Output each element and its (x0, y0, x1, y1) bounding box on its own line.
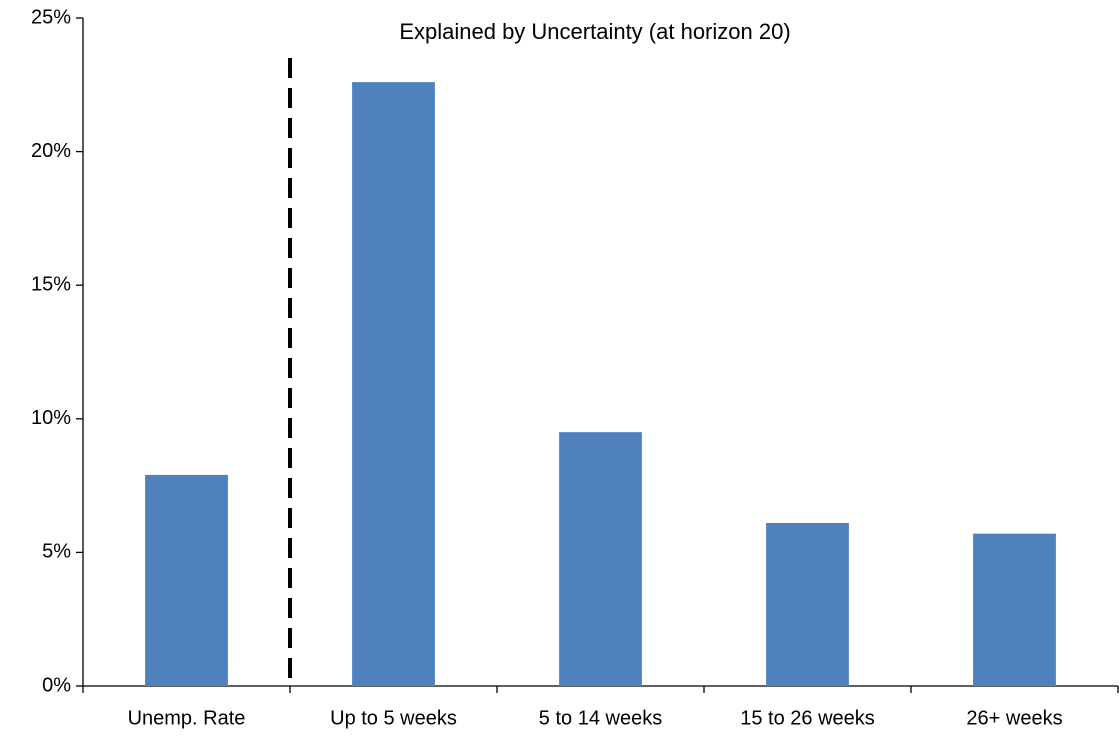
y-tick-label: 15% (31, 273, 71, 295)
y-tick-label: 20% (31, 140, 71, 162)
bar (559, 432, 642, 686)
bar (145, 474, 228, 686)
chart-title: Explained by Uncertainty (at horizon 20) (399, 19, 790, 44)
bar (766, 523, 849, 686)
x-tick-label: 15 to 26 weeks (740, 707, 875, 729)
x-tick-label: Unemp. Rate (128, 707, 246, 729)
y-tick-label: 5% (42, 541, 71, 563)
bar (973, 533, 1056, 686)
y-tick-label: 0% (42, 674, 71, 696)
x-tick-label: 5 to 14 weeks (539, 707, 662, 729)
y-tick-label: 25% (31, 6, 71, 28)
bar (352, 82, 435, 687)
x-tick-label: 26+ weeks (966, 707, 1062, 729)
x-tick-label: Up to 5 weeks (330, 707, 457, 729)
y-tick-label: 10% (31, 407, 71, 429)
